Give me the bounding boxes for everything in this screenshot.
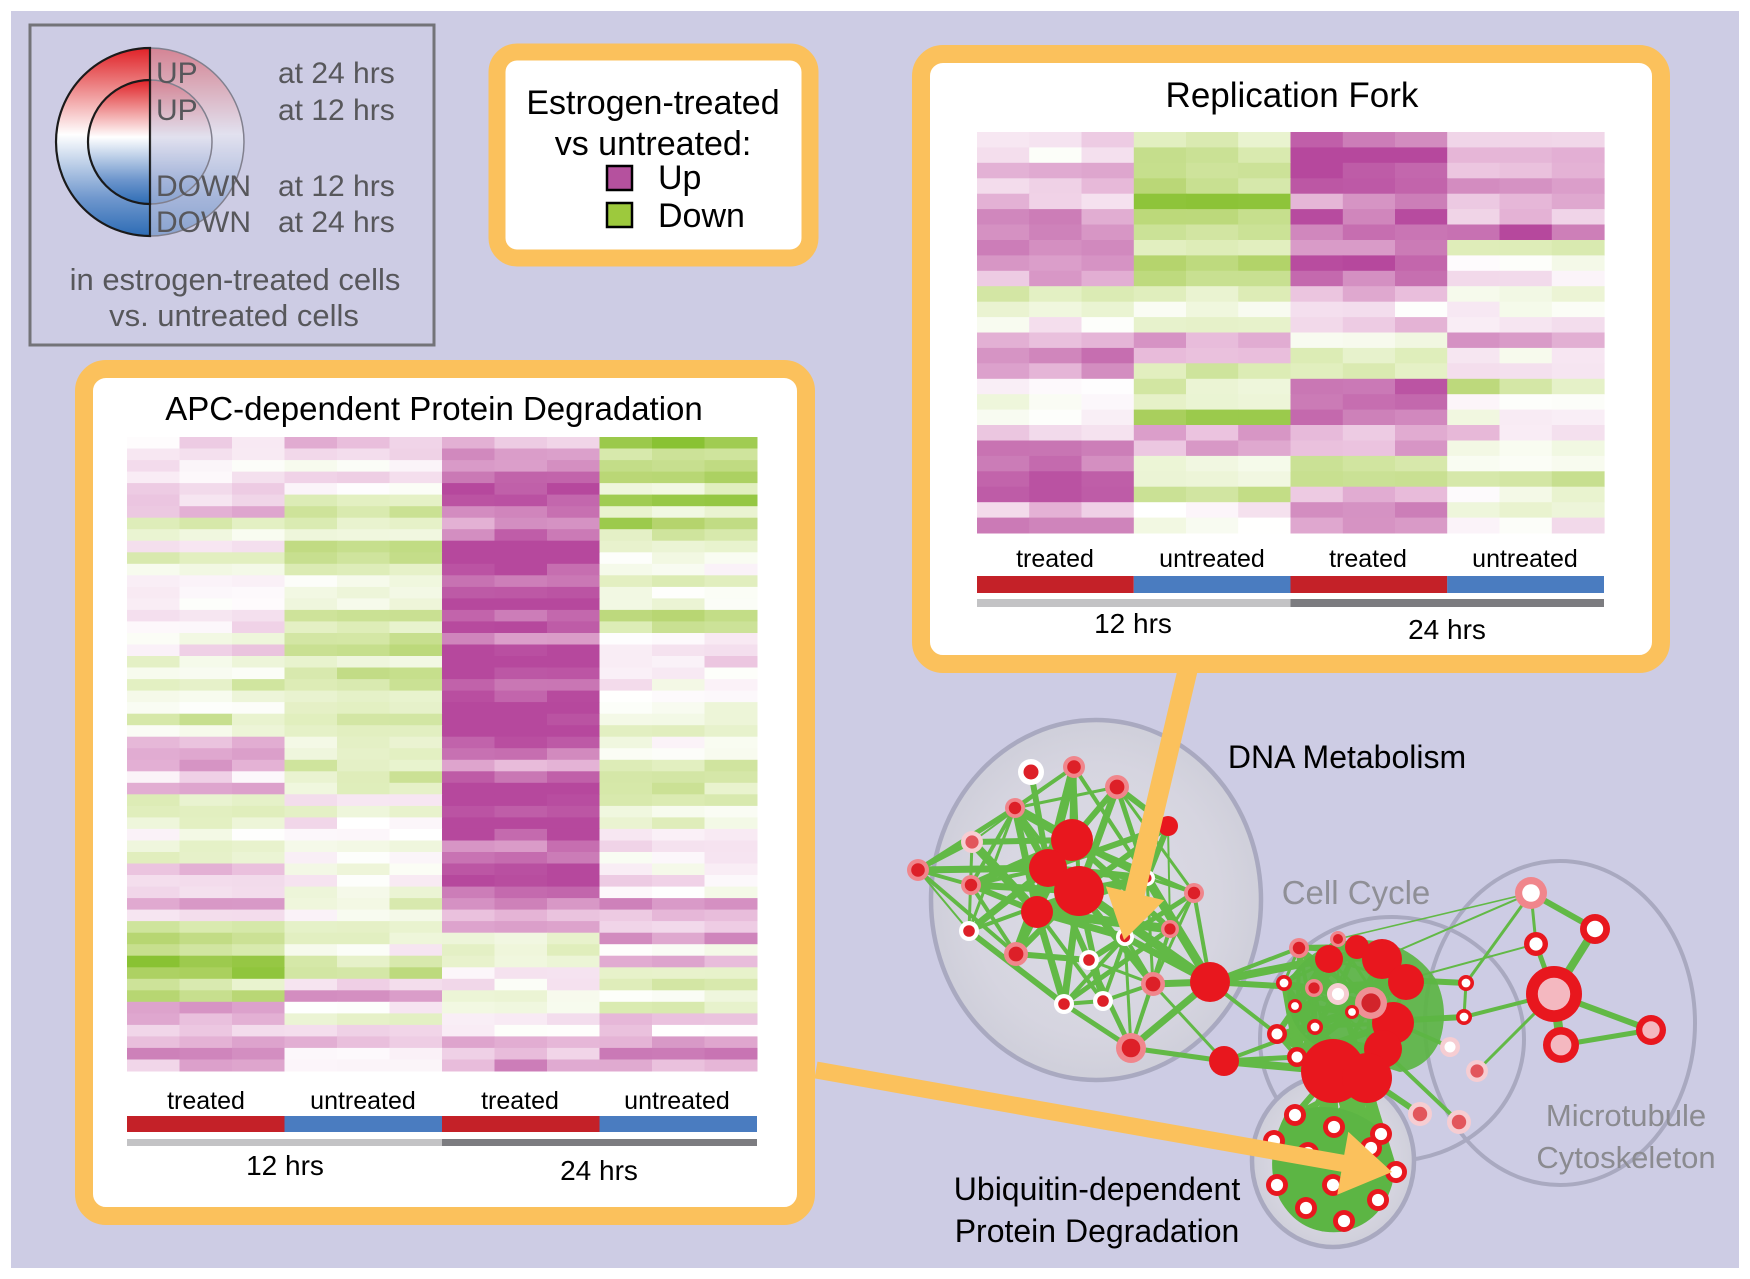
- svg-text:Down: Down: [658, 197, 745, 235]
- svg-text:APC-dependent Protein Degradat: APC-dependent Protein Degradation: [165, 390, 703, 427]
- svg-text:12 hrs: 12 hrs: [246, 1150, 324, 1181]
- svg-text:Protein Degradation: Protein Degradation: [955, 1213, 1240, 1249]
- svg-text:treated: treated: [1016, 545, 1094, 573]
- svg-text:24 hrs: 24 hrs: [560, 1155, 638, 1186]
- svg-text:UP: UP: [156, 94, 198, 127]
- svg-text:treated: treated: [481, 1087, 559, 1115]
- svg-text:DOWN: DOWN: [156, 170, 251, 203]
- svg-text:Cell Cycle: Cell Cycle: [1282, 874, 1431, 911]
- svg-text:12 hrs: 12 hrs: [1094, 608, 1172, 639]
- svg-text:at 24 hrs: at 24 hrs: [278, 206, 395, 239]
- svg-text:Estrogen-treated: Estrogen-treated: [526, 84, 779, 122]
- svg-text:Up: Up: [658, 159, 701, 197]
- svg-text:untreated: untreated: [310, 1087, 416, 1115]
- svg-text:at 24 hrs: at 24 hrs: [278, 57, 395, 90]
- svg-text:Ubiquitin-dependent: Ubiquitin-dependent: [954, 1171, 1241, 1207]
- svg-text:vs untreated:: vs untreated:: [555, 125, 752, 163]
- svg-text:treated: treated: [1329, 545, 1407, 573]
- svg-text:untreated: untreated: [1472, 545, 1578, 573]
- svg-text:Cytoskeleton: Cytoskeleton: [1536, 1140, 1715, 1175]
- svg-text:untreated: untreated: [1159, 545, 1265, 573]
- svg-text:at 12 hrs: at 12 hrs: [278, 170, 395, 203]
- svg-text:Replication Fork: Replication Fork: [1166, 76, 1419, 115]
- svg-text:Microtubule: Microtubule: [1546, 1098, 1706, 1133]
- svg-text:vs. untreated cells: vs. untreated cells: [109, 298, 359, 333]
- svg-text:DOWN: DOWN: [156, 206, 251, 239]
- svg-text:UP: UP: [156, 57, 198, 90]
- svg-text:untreated: untreated: [624, 1087, 730, 1115]
- svg-text:treated: treated: [167, 1087, 245, 1115]
- svg-text:at 12 hrs: at 12 hrs: [278, 94, 395, 127]
- svg-text:DNA Metabolism: DNA Metabolism: [1228, 739, 1466, 775]
- svg-text:in estrogen-treated cells: in estrogen-treated cells: [70, 262, 401, 297]
- svg-text:24 hrs: 24 hrs: [1408, 614, 1486, 645]
